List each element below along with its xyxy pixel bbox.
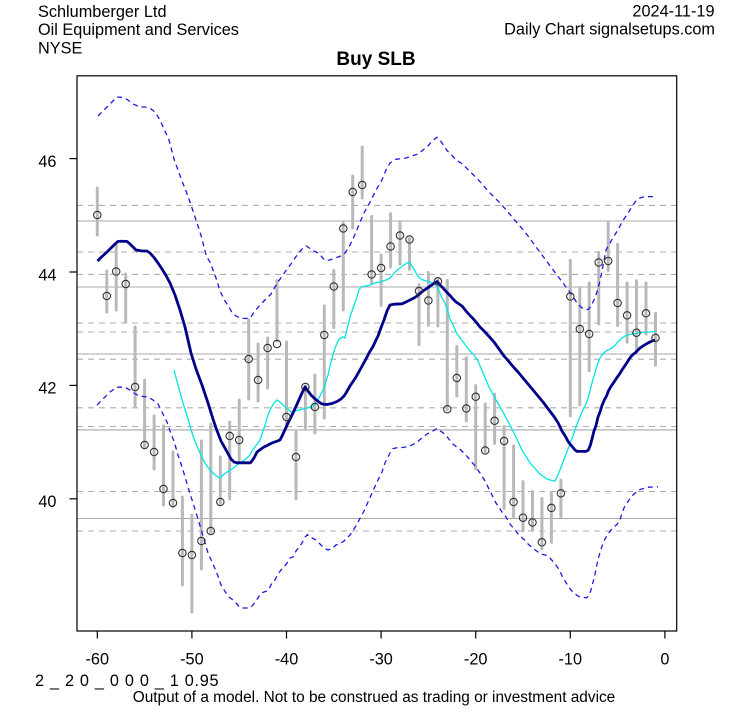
svg-text:-40: -40 bbox=[275, 651, 299, 669]
svg-text:-60: -60 bbox=[86, 651, 110, 669]
svg-text:Schlumberger Ltd: Schlumberger Ltd bbox=[38, 3, 167, 21]
svg-text:Oil Equipment and Services: Oil Equipment and Services bbox=[38, 21, 239, 39]
svg-text:44: 44 bbox=[38, 266, 56, 284]
svg-text:NYSE: NYSE bbox=[38, 40, 82, 58]
svg-text:46: 46 bbox=[38, 153, 56, 171]
svg-text:2 _ 2 0 _ 0 0 0 _ 1 0.95: 2 _ 2 0 _ 0 0 0 _ 1 0.95 bbox=[35, 672, 219, 690]
svg-text:42: 42 bbox=[38, 380, 56, 398]
svg-text:40: 40 bbox=[38, 493, 56, 511]
svg-text:Daily Chart signalsetups.com: Daily Chart signalsetups.com bbox=[504, 21, 715, 39]
svg-text:Buy SLB: Buy SLB bbox=[336, 49, 415, 70]
svg-text:-20: -20 bbox=[464, 651, 488, 669]
svg-text:2024-11-19: 2024-11-19 bbox=[632, 2, 714, 20]
svg-text:-10: -10 bbox=[559, 651, 583, 669]
svg-text:-50: -50 bbox=[180, 651, 204, 669]
svg-text:0: 0 bbox=[660, 651, 669, 669]
svg-text:-30: -30 bbox=[369, 651, 393, 669]
svg-text:Output of a model. Not to be c: Output of a model. Not to be construed a… bbox=[133, 689, 616, 706]
